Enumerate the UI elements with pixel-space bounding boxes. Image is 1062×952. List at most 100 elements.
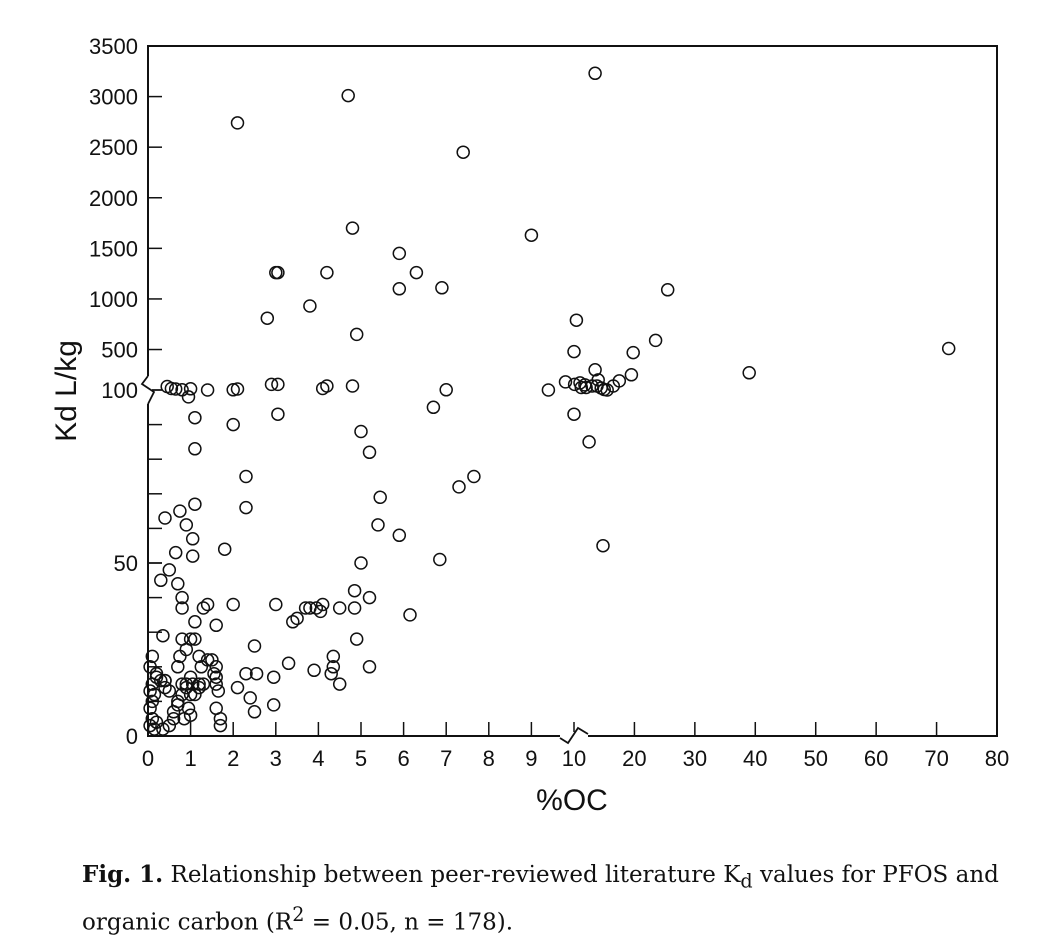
data-point [271, 407, 285, 421]
caption-kd-subscript: d [740, 869, 753, 893]
data-point [467, 469, 481, 484]
x-tick-label: 70 [924, 746, 948, 771]
y-tick-label: 0 [126, 724, 138, 749]
data-point [207, 666, 221, 681]
data-point [143, 718, 157, 733]
y-tick-label: 500 [101, 338, 138, 363]
data-point [403, 608, 417, 622]
data-point [185, 532, 200, 546]
data-point [392, 282, 407, 296]
x-axis-break-mark [559, 726, 589, 745]
data-point [175, 601, 189, 615]
data-point [567, 407, 581, 421]
x-tick-label: 0 [142, 746, 154, 771]
data-point [209, 618, 223, 633]
data-point [439, 383, 453, 397]
data-point [349, 632, 364, 646]
data-point [154, 673, 168, 688]
data-point [209, 660, 223, 674]
data-point [582, 435, 596, 449]
data-point [320, 379, 334, 393]
data-point [588, 66, 602, 81]
data-point [200, 597, 215, 612]
data-point [354, 556, 368, 570]
data-point [941, 341, 956, 356]
data-point [171, 660, 185, 674]
data-point [156, 722, 170, 736]
data-point [166, 705, 181, 719]
data-point [166, 711, 181, 726]
data-point [266, 670, 281, 684]
data-point [143, 684, 157, 698]
data-point [200, 383, 215, 397]
data-point [597, 382, 611, 397]
data-point [154, 573, 168, 588]
data-point [435, 281, 449, 295]
axes-group: 0 1 2 3 4 5 6 7 8 9 10 20 30 40 50 60 70 80 0 50 100 500 1000 1… [89, 34, 1009, 771]
data-point [173, 504, 187, 518]
data-point [164, 381, 179, 396]
data-point [192, 680, 206, 695]
data-point [162, 563, 177, 577]
data-point [173, 649, 187, 664]
x-tick-label: 4 [312, 746, 324, 771]
data-point [149, 670, 164, 684]
data-point [612, 374, 627, 388]
data-point [392, 246, 407, 261]
figure-caption: Fig. 1. Relationship between peer-review… [82, 858, 1042, 939]
data-point [569, 313, 584, 327]
data-point [574, 380, 589, 395]
data-point [567, 344, 581, 359]
x-tick-label: 20 [622, 746, 646, 771]
x-tick-label: 50 [803, 746, 827, 771]
caption-text-part2: values for PFOS and organic carbon (R [82, 862, 999, 936]
data-points-group [143, 66, 956, 736]
y-tick-label: 1500 [89, 236, 138, 261]
data-point [426, 400, 441, 415]
data-point [175, 677, 189, 691]
data-point [183, 632, 198, 646]
data-point [188, 615, 202, 629]
y-tick-label: 1000 [89, 287, 138, 312]
data-point [168, 545, 183, 560]
data-point [281, 656, 296, 671]
data-point [211, 684, 226, 698]
data-point [239, 500, 253, 515]
data-point [179, 518, 194, 532]
data-point [162, 718, 177, 733]
data-point [213, 711, 228, 726]
data-point [347, 601, 362, 615]
data-point [239, 469, 253, 484]
data-point [303, 299, 317, 313]
data-point [307, 663, 321, 678]
data-point [183, 708, 198, 722]
data-point [373, 490, 387, 505]
data-point [591, 373, 605, 387]
y-tick-label: 50 [114, 551, 138, 576]
data-point [192, 649, 206, 664]
data-point [588, 363, 602, 377]
data-point [347, 583, 362, 598]
x-tick-label: 3 [270, 746, 282, 771]
data-point [196, 601, 211, 615]
caption-figure-label: Fig. 1. [82, 861, 164, 888]
data-point [205, 653, 219, 667]
data-point [149, 666, 164, 681]
data-point [324, 666, 338, 681]
data-point [171, 577, 185, 591]
data-point [188, 442, 202, 456]
data-point [158, 680, 172, 695]
y-tick-label: 3500 [89, 34, 138, 59]
x-tick-label: 2 [227, 746, 239, 771]
x-axis-break-gap [560, 732, 588, 740]
data-point [624, 368, 639, 382]
data-point [326, 660, 341, 674]
data-point [298, 601, 313, 615]
data-point [332, 677, 347, 691]
data-point [185, 677, 200, 691]
data-point [524, 228, 539, 242]
data-point [230, 116, 245, 130]
data-point [260, 311, 275, 325]
data-point [147, 687, 162, 702]
x-tick-label: 9 [525, 746, 537, 771]
